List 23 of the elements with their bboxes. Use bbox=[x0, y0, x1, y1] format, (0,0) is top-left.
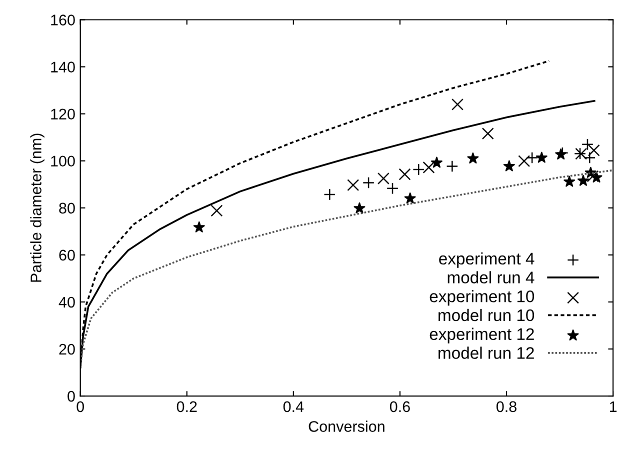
legend-label: experiment 12 bbox=[430, 328, 534, 344]
x-tick-label: 0.8 bbox=[496, 401, 516, 412]
x-tick-label: 0 bbox=[76, 401, 84, 412]
x-tick-label: 0.6 bbox=[390, 401, 410, 412]
y-tick-label: 140 bbox=[51, 62, 75, 72]
y-tick-label: 60 bbox=[59, 250, 75, 261]
y-tick-label: 20 bbox=[59, 344, 75, 355]
x-axis-title: Conversion bbox=[308, 420, 384, 432]
y-tick-label: 80 bbox=[59, 202, 75, 214]
legend-label: experiment 4 bbox=[439, 252, 534, 268]
legend-label: model run 10 bbox=[438, 308, 534, 322]
x-tick-label: 1 bbox=[610, 401, 617, 412]
y-tick-label: 160 bbox=[51, 14, 75, 26]
y-tick-label: 100 bbox=[51, 156, 75, 167]
legend-label: experiment 10 bbox=[430, 290, 534, 306]
y-tick-label: 40 bbox=[58, 296, 75, 308]
x-tick-label: 0.2 bbox=[176, 401, 197, 412]
legend-label: model run 12 bbox=[438, 346, 534, 359]
y-tick-label: 120 bbox=[51, 108, 75, 120]
y-tick-label: 0 bbox=[68, 390, 75, 402]
legend-label: model run 4 bbox=[448, 271, 534, 284]
y-axis-title: Particle diameter (nm) bbox=[30, 134, 44, 282]
x-tick-label: 0.4 bbox=[283, 401, 304, 412]
